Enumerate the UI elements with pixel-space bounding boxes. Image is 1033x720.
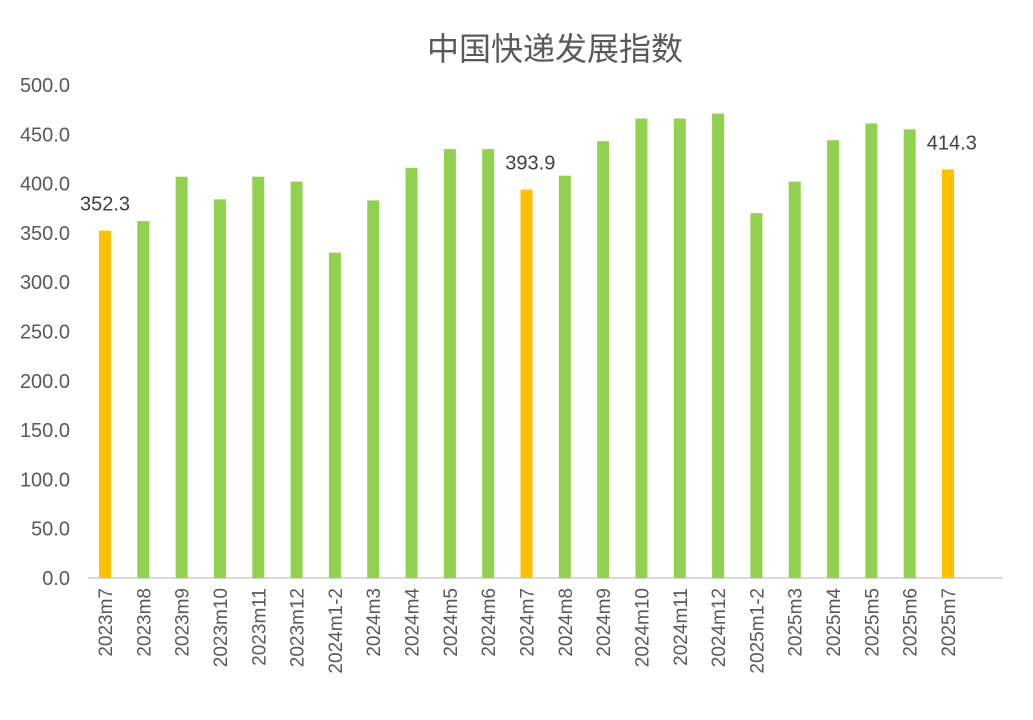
x-tick-label: 2023m8 bbox=[134, 588, 155, 657]
bar-2024m3 bbox=[367, 200, 380, 578]
data-label: 414.3 bbox=[927, 133, 977, 155]
data-label: 393.9 bbox=[505, 153, 555, 175]
y-tick-label: 50.0 bbox=[31, 519, 70, 541]
bar-2024m9 bbox=[597, 141, 610, 578]
bar-2025m3 bbox=[788, 181, 801, 579]
x-tick-label: 2024m5 bbox=[441, 588, 462, 657]
x-tick-label: 2025m7 bbox=[939, 588, 960, 657]
x-tick-label: 2024m6 bbox=[479, 588, 500, 657]
bar-2024m1-2 bbox=[328, 252, 341, 578]
x-tick-label: 2025m5 bbox=[862, 588, 883, 657]
x-tick-label: 2025m3 bbox=[786, 588, 807, 657]
x-tick-label: 2024m7 bbox=[518, 588, 539, 657]
bar-2024m11 bbox=[673, 118, 686, 579]
x-tick-label: 2024m1-2 bbox=[326, 588, 347, 674]
bar-2023m9 bbox=[175, 176, 188, 578]
bar-2024m12 bbox=[712, 113, 725, 579]
x-tick-label: 2023m10 bbox=[211, 588, 232, 667]
y-tick-label: 250.0 bbox=[20, 322, 70, 344]
bar-2023m8 bbox=[137, 221, 150, 578]
x-tick-label: 2025m4 bbox=[824, 588, 845, 657]
y-tick-label: 150.0 bbox=[20, 420, 70, 442]
x-tick-label: 2024m10 bbox=[632, 588, 653, 667]
x-tick-label: 2023m7 bbox=[96, 588, 117, 657]
x-tick-label: 2024m9 bbox=[594, 588, 615, 657]
x-tick-label: 2023m12 bbox=[288, 588, 309, 667]
bar-2023m11 bbox=[252, 176, 265, 578]
bar-2025m1-2 bbox=[750, 213, 763, 578]
bar-2024m7 bbox=[520, 189, 533, 578]
x-tick-label: 2024m3 bbox=[364, 588, 385, 657]
x-tick-label: 2024m12 bbox=[709, 588, 730, 667]
x-tick-label: 2025m1-2 bbox=[747, 588, 768, 674]
bar-2025m5 bbox=[865, 123, 878, 578]
bar-2024m6 bbox=[482, 149, 495, 578]
x-tick-label: 2023m11 bbox=[249, 588, 270, 666]
y-tick-label: 200.0 bbox=[20, 371, 70, 393]
x-tick-label: 2024m4 bbox=[403, 588, 424, 657]
bar-2025m7 bbox=[942, 169, 954, 579]
y-tick-label: 400.0 bbox=[20, 174, 70, 196]
chart-title: 中国快递发展指数 bbox=[427, 30, 683, 68]
y-tick-label: 500.0 bbox=[20, 75, 70, 97]
bar-2025m6 bbox=[903, 129, 916, 578]
bar-2023m12 bbox=[290, 181, 303, 579]
bar-2025m4 bbox=[827, 140, 840, 578]
data-label: 352.3 bbox=[80, 194, 130, 216]
y-tick-label: 450.0 bbox=[20, 124, 70, 146]
y-tick-label: 0.0 bbox=[42, 568, 70, 590]
x-tick-label: 2024m8 bbox=[556, 588, 577, 657]
bar-2023m10 bbox=[213, 199, 226, 578]
bar-2023m7 bbox=[99, 230, 111, 578]
y-tick-label: 350.0 bbox=[20, 223, 70, 245]
bar-2024m4 bbox=[405, 167, 418, 578]
x-tick-label: 2024m11 bbox=[671, 588, 692, 666]
x-tick-label: 2025m6 bbox=[901, 588, 922, 657]
bar-2024m5 bbox=[443, 149, 456, 578]
y-tick-label: 100.0 bbox=[20, 469, 70, 491]
x-tick-label: 2023m9 bbox=[173, 588, 194, 657]
y-tick-label: 300.0 bbox=[20, 272, 70, 294]
bar-2024m10 bbox=[635, 118, 648, 579]
bar-2024m8 bbox=[558, 175, 571, 578]
